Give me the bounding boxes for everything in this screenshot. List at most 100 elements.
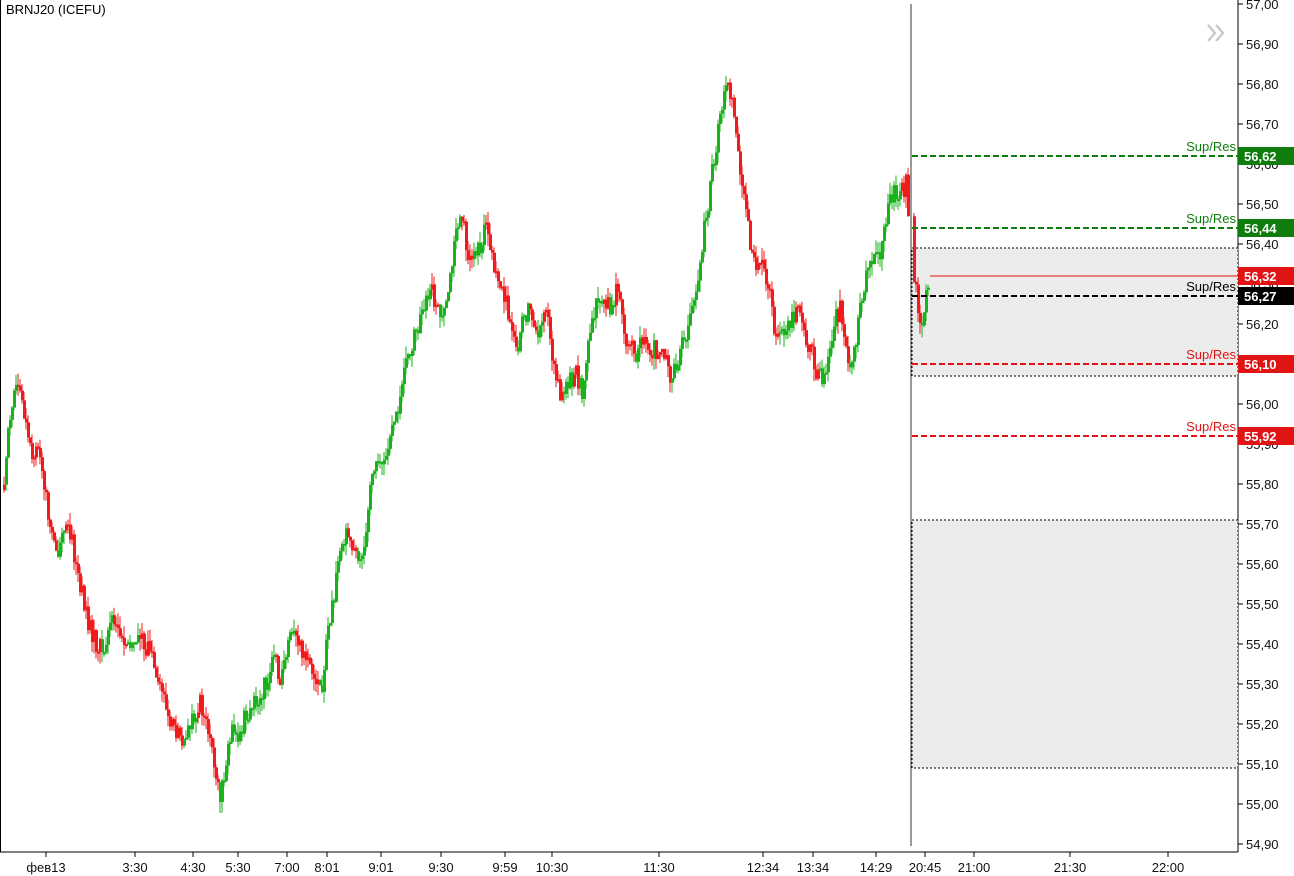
candle-body	[693, 300, 696, 306]
candle-body	[311, 663, 314, 674]
candle-body	[229, 742, 232, 745]
y-tick-label: 56,90	[1246, 37, 1279, 52]
candle-body	[271, 657, 274, 672]
candle-body	[35, 446, 38, 458]
candle-body	[585, 363, 588, 381]
candle-body	[379, 461, 382, 464]
candle-body	[533, 320, 536, 327]
candle-body	[375, 461, 378, 472]
candle-body	[407, 354, 410, 359]
candle-body	[457, 227, 460, 230]
candle-body	[469, 255, 472, 260]
candle-body	[97, 651, 100, 654]
candle-body	[261, 697, 264, 700]
candle-body	[5, 457, 8, 485]
candle-body	[11, 407, 14, 420]
candle-body	[757, 262, 760, 270]
candle-body	[215, 767, 218, 779]
y-tick-label: 56,20	[1246, 317, 1279, 332]
candle-body	[643, 337, 646, 345]
level-price-badge	[1238, 219, 1294, 237]
candle-body	[89, 620, 92, 631]
candle-body	[81, 585, 84, 593]
candle-body	[739, 151, 742, 175]
candle-body	[327, 625, 330, 640]
candle-body	[895, 185, 898, 200]
candle-body	[241, 731, 244, 734]
candle-body	[341, 543, 344, 551]
candle-body	[183, 739, 186, 746]
candle-body	[127, 642, 130, 645]
candle-body	[185, 737, 188, 740]
candle-body	[17, 384, 20, 387]
y-tick-label: 55,80	[1246, 477, 1279, 492]
candle-body	[591, 318, 594, 333]
candle-body	[113, 615, 116, 625]
candle-body	[295, 630, 298, 636]
candle-body	[391, 424, 394, 437]
candle-body	[77, 563, 80, 574]
candle-body	[523, 315, 526, 318]
candle-body	[51, 526, 54, 533]
y-tick-label: 55,20	[1246, 717, 1279, 732]
candle-body	[773, 306, 776, 334]
x-tick-label: 5:30	[225, 860, 250, 875]
candle-body	[817, 369, 820, 379]
candle-body	[821, 368, 824, 385]
candle-body	[419, 314, 422, 334]
scroll-to-latest-button[interactable]	[1202, 18, 1232, 48]
candle-body	[521, 316, 524, 333]
candle-body	[59, 542, 62, 557]
candle-body	[443, 308, 446, 316]
candle-body	[559, 379, 562, 401]
candle-body	[15, 384, 18, 391]
candle-body	[841, 300, 844, 325]
price-zone	[911, 247, 1239, 377]
candle-body	[561, 391, 564, 401]
candle-body	[463, 221, 466, 224]
candle-body	[491, 250, 494, 253]
candle-body	[519, 332, 522, 352]
candle-body	[247, 719, 250, 722]
candle-body	[199, 695, 202, 713]
candle-body	[849, 363, 852, 368]
candle-body	[243, 710, 246, 734]
candle-body	[309, 657, 312, 664]
candle-body	[853, 346, 856, 362]
candle-body	[505, 295, 508, 302]
candle-body	[167, 709, 170, 717]
candle-body	[735, 116, 738, 134]
candle-body	[435, 305, 438, 308]
x-tick-label: 9:01	[368, 860, 393, 875]
candle-body	[187, 725, 190, 738]
candle-body	[103, 652, 106, 655]
x-tick-label: 21:00	[958, 860, 991, 875]
candle-body	[877, 251, 880, 254]
candle-body	[213, 747, 216, 768]
x-tick-label: 13:34	[797, 860, 830, 875]
y-tick-label: 55,40	[1246, 637, 1279, 652]
candle-body	[27, 422, 30, 438]
candle-body	[291, 632, 294, 635]
candle-body	[297, 635, 300, 646]
candle-body	[801, 312, 804, 323]
candle-body	[305, 651, 308, 661]
candle-body	[473, 251, 476, 260]
candle-body	[667, 355, 670, 367]
candle-body	[21, 390, 24, 401]
candle-body	[223, 780, 226, 783]
candle-body	[843, 324, 846, 337]
candle-body	[725, 85, 728, 92]
candle-body	[355, 547, 358, 552]
candle-body	[55, 540, 58, 551]
candle-body	[765, 268, 768, 285]
candle-body	[233, 724, 236, 733]
candle-body	[711, 163, 714, 182]
candle-body	[93, 630, 96, 643]
candle-body	[795, 307, 798, 323]
candle-body	[659, 352, 662, 355]
support-resistance-label: Sup/Res	[1186, 279, 1236, 294]
candle-body	[71, 534, 74, 540]
candle-body	[675, 363, 678, 371]
